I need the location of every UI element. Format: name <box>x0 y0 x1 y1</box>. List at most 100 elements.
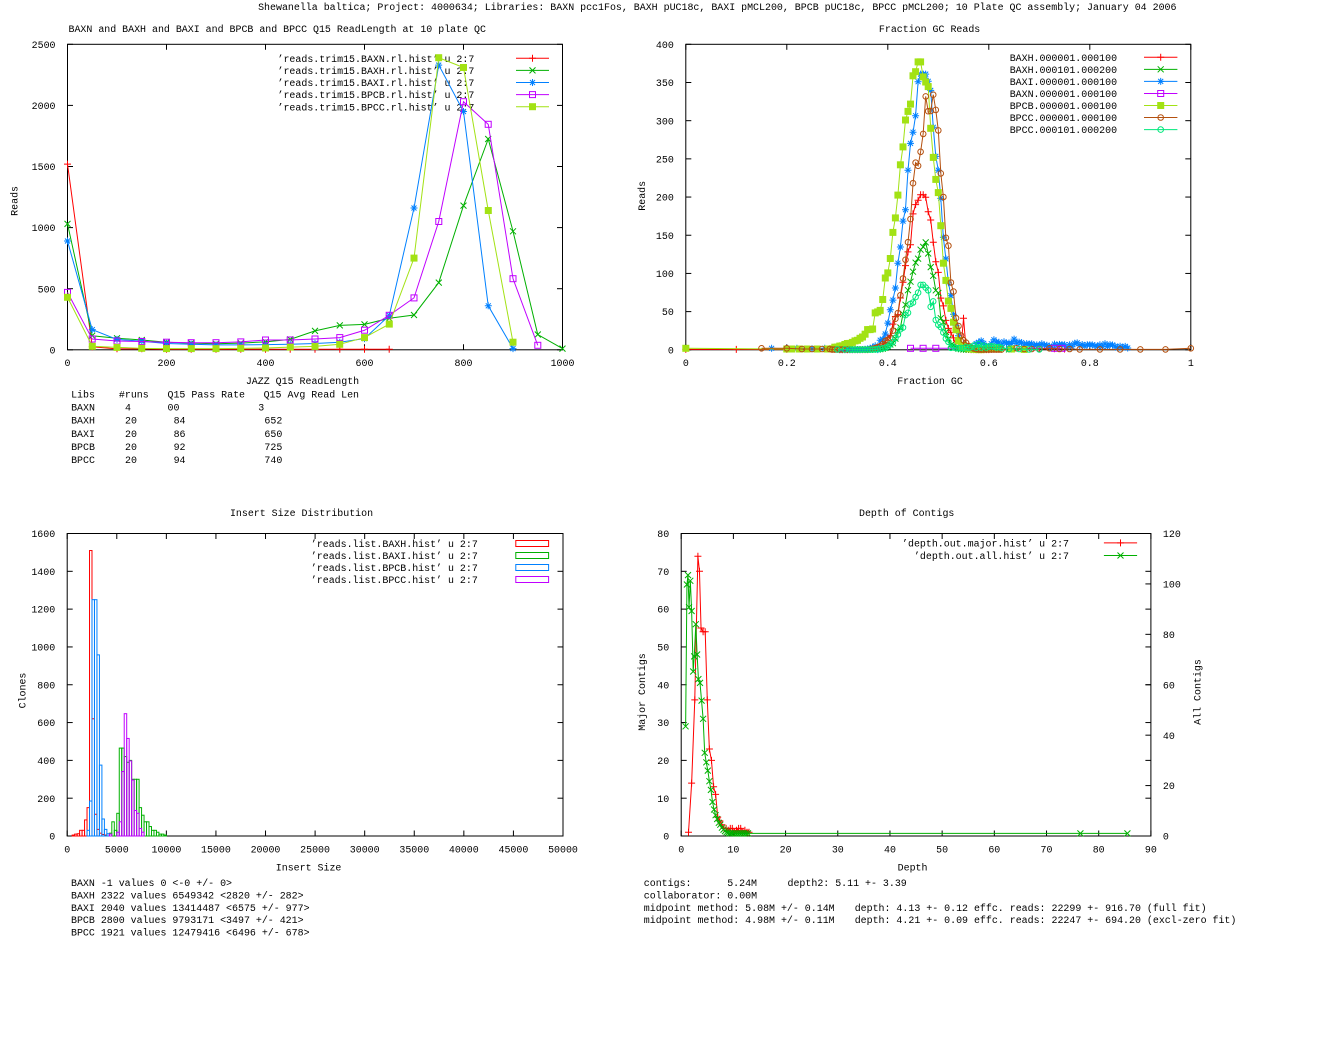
svg-text:1500: 1500 <box>32 162 56 173</box>
svg-text:400: 400 <box>656 40 674 51</box>
svg-text:600: 600 <box>356 358 374 369</box>
svg-text:BAXN: BAXN <box>71 403 95 414</box>
svg-text:’reads.list.BAXI.hist’ u 2:7: ’reads.list.BAXI.hist’ u 2:7 <box>311 551 478 562</box>
svg-text:10: 10 <box>657 794 669 805</box>
svg-text:300: 300 <box>656 116 674 127</box>
svg-text:0: 0 <box>663 832 669 843</box>
svg-text:BPCC.000101.000200: BPCC.000101.000200 <box>1010 125 1117 136</box>
svg-text:BPCB.000001.000100: BPCB.000001.000100 <box>1010 101 1117 112</box>
svg-text:40000: 40000 <box>449 844 479 855</box>
svg-text:0.8: 0.8 <box>1081 358 1099 369</box>
svg-text:Reads: Reads <box>9 186 20 216</box>
svg-text:’depth.out.major.hist’ u 2:7: ’depth.out.major.hist’ u 2:7 <box>902 538 1069 549</box>
svg-text:20: 20 <box>125 455 137 466</box>
svg-text:10000: 10000 <box>151 844 181 855</box>
svg-text:800: 800 <box>455 358 473 369</box>
svg-text:’reads.trim15.BAXI.rl.hist’ u: ’reads.trim15.BAXI.rl.hist’ u 2:7 <box>278 78 475 89</box>
svg-text:contigs:: contigs: <box>644 878 692 889</box>
svg-text:200: 200 <box>656 193 674 204</box>
svg-text:Q15 Pass Rate: Q15 Pass Rate <box>168 389 246 400</box>
svg-text:1: 1 <box>1188 358 1194 369</box>
svg-text:20: 20 <box>780 844 792 855</box>
svg-text:Depth: Depth <box>898 862 928 873</box>
svg-text:45000: 45000 <box>498 844 528 855</box>
svg-text:400: 400 <box>257 358 275 369</box>
svg-text:Libs: Libs <box>71 389 95 400</box>
svg-text:20: 20 <box>125 442 137 453</box>
svg-text:BAXI 2040 values 13414487 <657: BAXI 2040 values 13414487 <6575 +/- 977> <box>71 903 310 914</box>
svg-text:500: 500 <box>38 284 56 295</box>
svg-text:Q15 Avg Read Len: Q15 Avg Read Len <box>264 389 359 400</box>
svg-text:652: 652 <box>264 416 282 427</box>
svg-text:depth2: 5.11 +- 3.39: depth2: 5.11 +- 3.39 <box>788 878 907 889</box>
svg-text:collaborator: 0.00M: collaborator: 0.00M <box>644 890 757 901</box>
svg-text:Depth of Contigs: Depth of Contigs <box>859 508 954 519</box>
svg-text:40: 40 <box>657 680 669 691</box>
svg-text:94: 94 <box>174 455 186 466</box>
svg-text:midpoint method: 4.98M +/- 0.1: midpoint method: 4.98M +/- 0.11M <box>644 915 835 926</box>
svg-text:100: 100 <box>1163 580 1181 591</box>
svg-text:midpoint method: 5.08M +/- 0.1: midpoint method: 5.08M +/- 0.14M <box>644 903 835 914</box>
svg-text:Fraction GC: Fraction GC <box>897 376 963 387</box>
svg-text:20: 20 <box>125 429 137 440</box>
svg-text:Major Contigs: Major Contigs <box>637 653 648 731</box>
svg-text:BAXI.000001.000100: BAXI.000001.000100 <box>1010 77 1117 88</box>
svg-text:0: 0 <box>64 844 70 855</box>
svg-text:80: 80 <box>657 529 669 540</box>
svg-text:10: 10 <box>727 844 739 855</box>
svg-text:00: 00 <box>168 403 180 414</box>
svg-text:50: 50 <box>936 844 948 855</box>
svg-text:BPCB: BPCB <box>71 442 95 453</box>
svg-text:Insert Size Distribution: Insert Size Distribution <box>230 508 373 519</box>
svg-text:depth: 4.21 +- 0.09 effc. read: depth: 4.21 +- 0.09 effc. reads: 22247 +… <box>855 915 1237 926</box>
svg-text:’reads.trim15.BPCC.rl.hist’ u: ’reads.trim15.BPCC.rl.hist’ u 2:7 <box>278 102 475 113</box>
svg-text:200: 200 <box>158 358 176 369</box>
svg-text:84: 84 <box>174 416 186 427</box>
svg-text:50000: 50000 <box>548 844 578 855</box>
svg-text:JAZZ Q15 ReadLength: JAZZ Q15 ReadLength <box>246 376 359 387</box>
svg-text:200: 200 <box>37 794 55 805</box>
svg-text:740: 740 <box>264 455 282 466</box>
svg-text:86: 86 <box>174 429 186 440</box>
svg-text:600: 600 <box>37 718 55 729</box>
svg-text:0.2: 0.2 <box>778 358 796 369</box>
svg-text:Clones: Clones <box>18 673 29 709</box>
svg-text:60: 60 <box>657 605 669 616</box>
svg-text:BAXI: BAXI <box>71 429 95 440</box>
svg-text:725: 725 <box>264 442 282 453</box>
svg-text:60: 60 <box>988 844 1000 855</box>
svg-text:Insert Size: Insert Size <box>276 862 342 873</box>
svg-text:BPCC: BPCC <box>71 455 95 466</box>
svg-text:BPCB 2800 values 9793171 <3497: BPCB 2800 values 9793171 <3497 +/- 421> <box>71 915 304 926</box>
svg-text:650: 650 <box>264 429 282 440</box>
svg-text:BAXH.000001.000100: BAXH.000001.000100 <box>1010 53 1117 64</box>
svg-text:150: 150 <box>656 231 674 242</box>
svg-text:0: 0 <box>49 832 55 843</box>
svg-text:25000: 25000 <box>300 844 330 855</box>
svg-text:BAXH.000101.000200: BAXH.000101.000200 <box>1010 65 1117 76</box>
svg-text:350: 350 <box>656 78 674 89</box>
svg-text:20: 20 <box>125 416 137 427</box>
svg-text:Fraction GC Reads: Fraction GC Reads <box>879 24 980 35</box>
svg-text:2500: 2500 <box>32 40 56 51</box>
svg-text:’reads.list.BPCC.hist’ u 2:7: ’reads.list.BPCC.hist’ u 2:7 <box>311 575 478 586</box>
svg-text:800: 800 <box>37 680 55 691</box>
svg-text:0: 0 <box>1163 832 1169 843</box>
svg-text:20: 20 <box>657 756 669 767</box>
svg-text:70: 70 <box>1041 844 1053 855</box>
svg-text:90: 90 <box>1145 844 1157 855</box>
svg-text:1600: 1600 <box>31 529 55 540</box>
svg-text:80: 80 <box>1163 630 1175 641</box>
svg-text:250: 250 <box>656 155 674 166</box>
svg-text:BAXH 2322 values 6549342 <2820: BAXH 2322 values 6549342 <2820 +/- 282> <box>71 890 304 901</box>
svg-text:All Contigs: All Contigs <box>1193 659 1204 725</box>
svg-text:depth: 4.13 +- 0.12 effc. read: depth: 4.13 +- 0.12 effc. reads: 22299 +… <box>855 903 1207 914</box>
svg-text:92: 92 <box>174 442 186 453</box>
svg-text:60: 60 <box>1163 680 1175 691</box>
svg-text:BPCC 1921 values 12479416 <649: BPCC 1921 values 12479416 <6496 +/- 678> <box>71 928 310 939</box>
svg-text:#runs: #runs <box>119 389 149 400</box>
svg-text:4: 4 <box>125 403 131 414</box>
svg-text:20: 20 <box>1163 781 1175 792</box>
svg-text:70: 70 <box>657 567 669 578</box>
svg-text:5.24M: 5.24M <box>727 878 757 889</box>
